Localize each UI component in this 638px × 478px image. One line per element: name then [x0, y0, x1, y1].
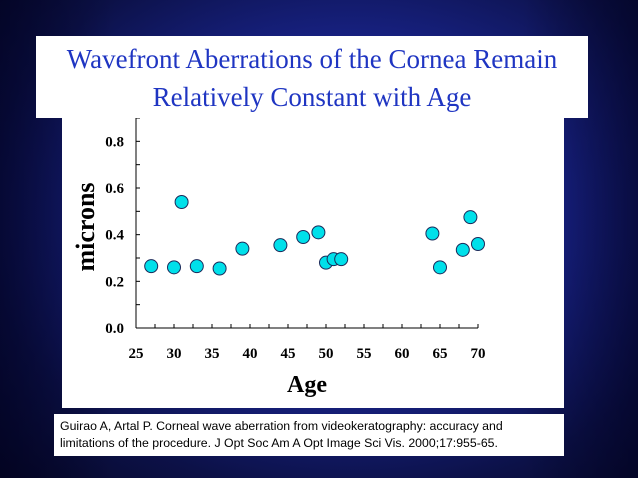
- data-point: [433, 260, 447, 275]
- slide-title-box: Wavefront Aberrations of the Cornea Rema…: [36, 36, 588, 118]
- x-tick-label: 45: [281, 346, 296, 362]
- citation-line-1: Guirao A, Artal P. Corneal wave aberrati…: [60, 419, 503, 433]
- x-tick-label: 35: [205, 346, 220, 362]
- y-tick-label: 0.8: [105, 134, 124, 150]
- y-tick-label: 0.0: [105, 321, 124, 337]
- citation-box: Guirao A, Artal P. Corneal wave aberrati…: [54, 414, 564, 456]
- y-tick-label: 0.2: [105, 274, 124, 290]
- slide-title-line-2: Relatively Constant with Age: [152, 82, 472, 112]
- y-tick-label: 0.6: [105, 181, 124, 197]
- data-point: [455, 242, 470, 257]
- data-point: [144, 259, 159, 274]
- x-axis-label: Age: [287, 372, 327, 398]
- citation-line-2: limitations of the procedure. J Opt Soc …: [60, 436, 498, 450]
- data-point: [235, 241, 250, 256]
- data-points: [144, 195, 485, 276]
- data-point: [273, 238, 288, 253]
- data-point: [425, 226, 440, 241]
- x-axis-ticks: 25 30 35 40 45 50 55 60 65 70: [129, 324, 486, 362]
- y-axis-ticks: 0.0 0.2 0.4 0.6 0.8: [105, 118, 140, 337]
- data-point: [463, 210, 478, 225]
- x-tick-label: 50: [319, 346, 334, 362]
- slide-title-line-1: Wavefront Aberrations of the Cornea Rema…: [66, 44, 558, 74]
- scatter-chart: 0.0 0.2 0.4 0.6 0.8 25 30 35 40 45 50 55 60 65 70 mic…: [71, 118, 486, 398]
- data-point: [334, 252, 349, 267]
- y-tick-label: 0.4: [105, 228, 124, 244]
- data-point: [174, 195, 189, 209]
- data-point: [189, 259, 204, 274]
- x-tick-label: 55: [357, 346, 372, 362]
- data-point: [471, 237, 485, 251]
- data-point: [296, 230, 311, 244]
- x-tick-label: 65: [433, 346, 448, 362]
- y-axis-label: microns: [71, 182, 100, 271]
- x-tick-label: 40: [243, 346, 258, 362]
- data-point: [311, 225, 326, 240]
- chart-panel: 0.0 0.2 0.4 0.6 0.8 25 30 35 40 45 50 55 60 65 70 mic…: [62, 118, 564, 408]
- x-tick-label: 25: [129, 346, 144, 362]
- x-tick-label: 60: [395, 346, 410, 362]
- x-tick-label: 30: [167, 346, 182, 362]
- data-point: [212, 261, 227, 276]
- x-tick-label: 70: [471, 346, 486, 362]
- data-point: [167, 260, 181, 275]
